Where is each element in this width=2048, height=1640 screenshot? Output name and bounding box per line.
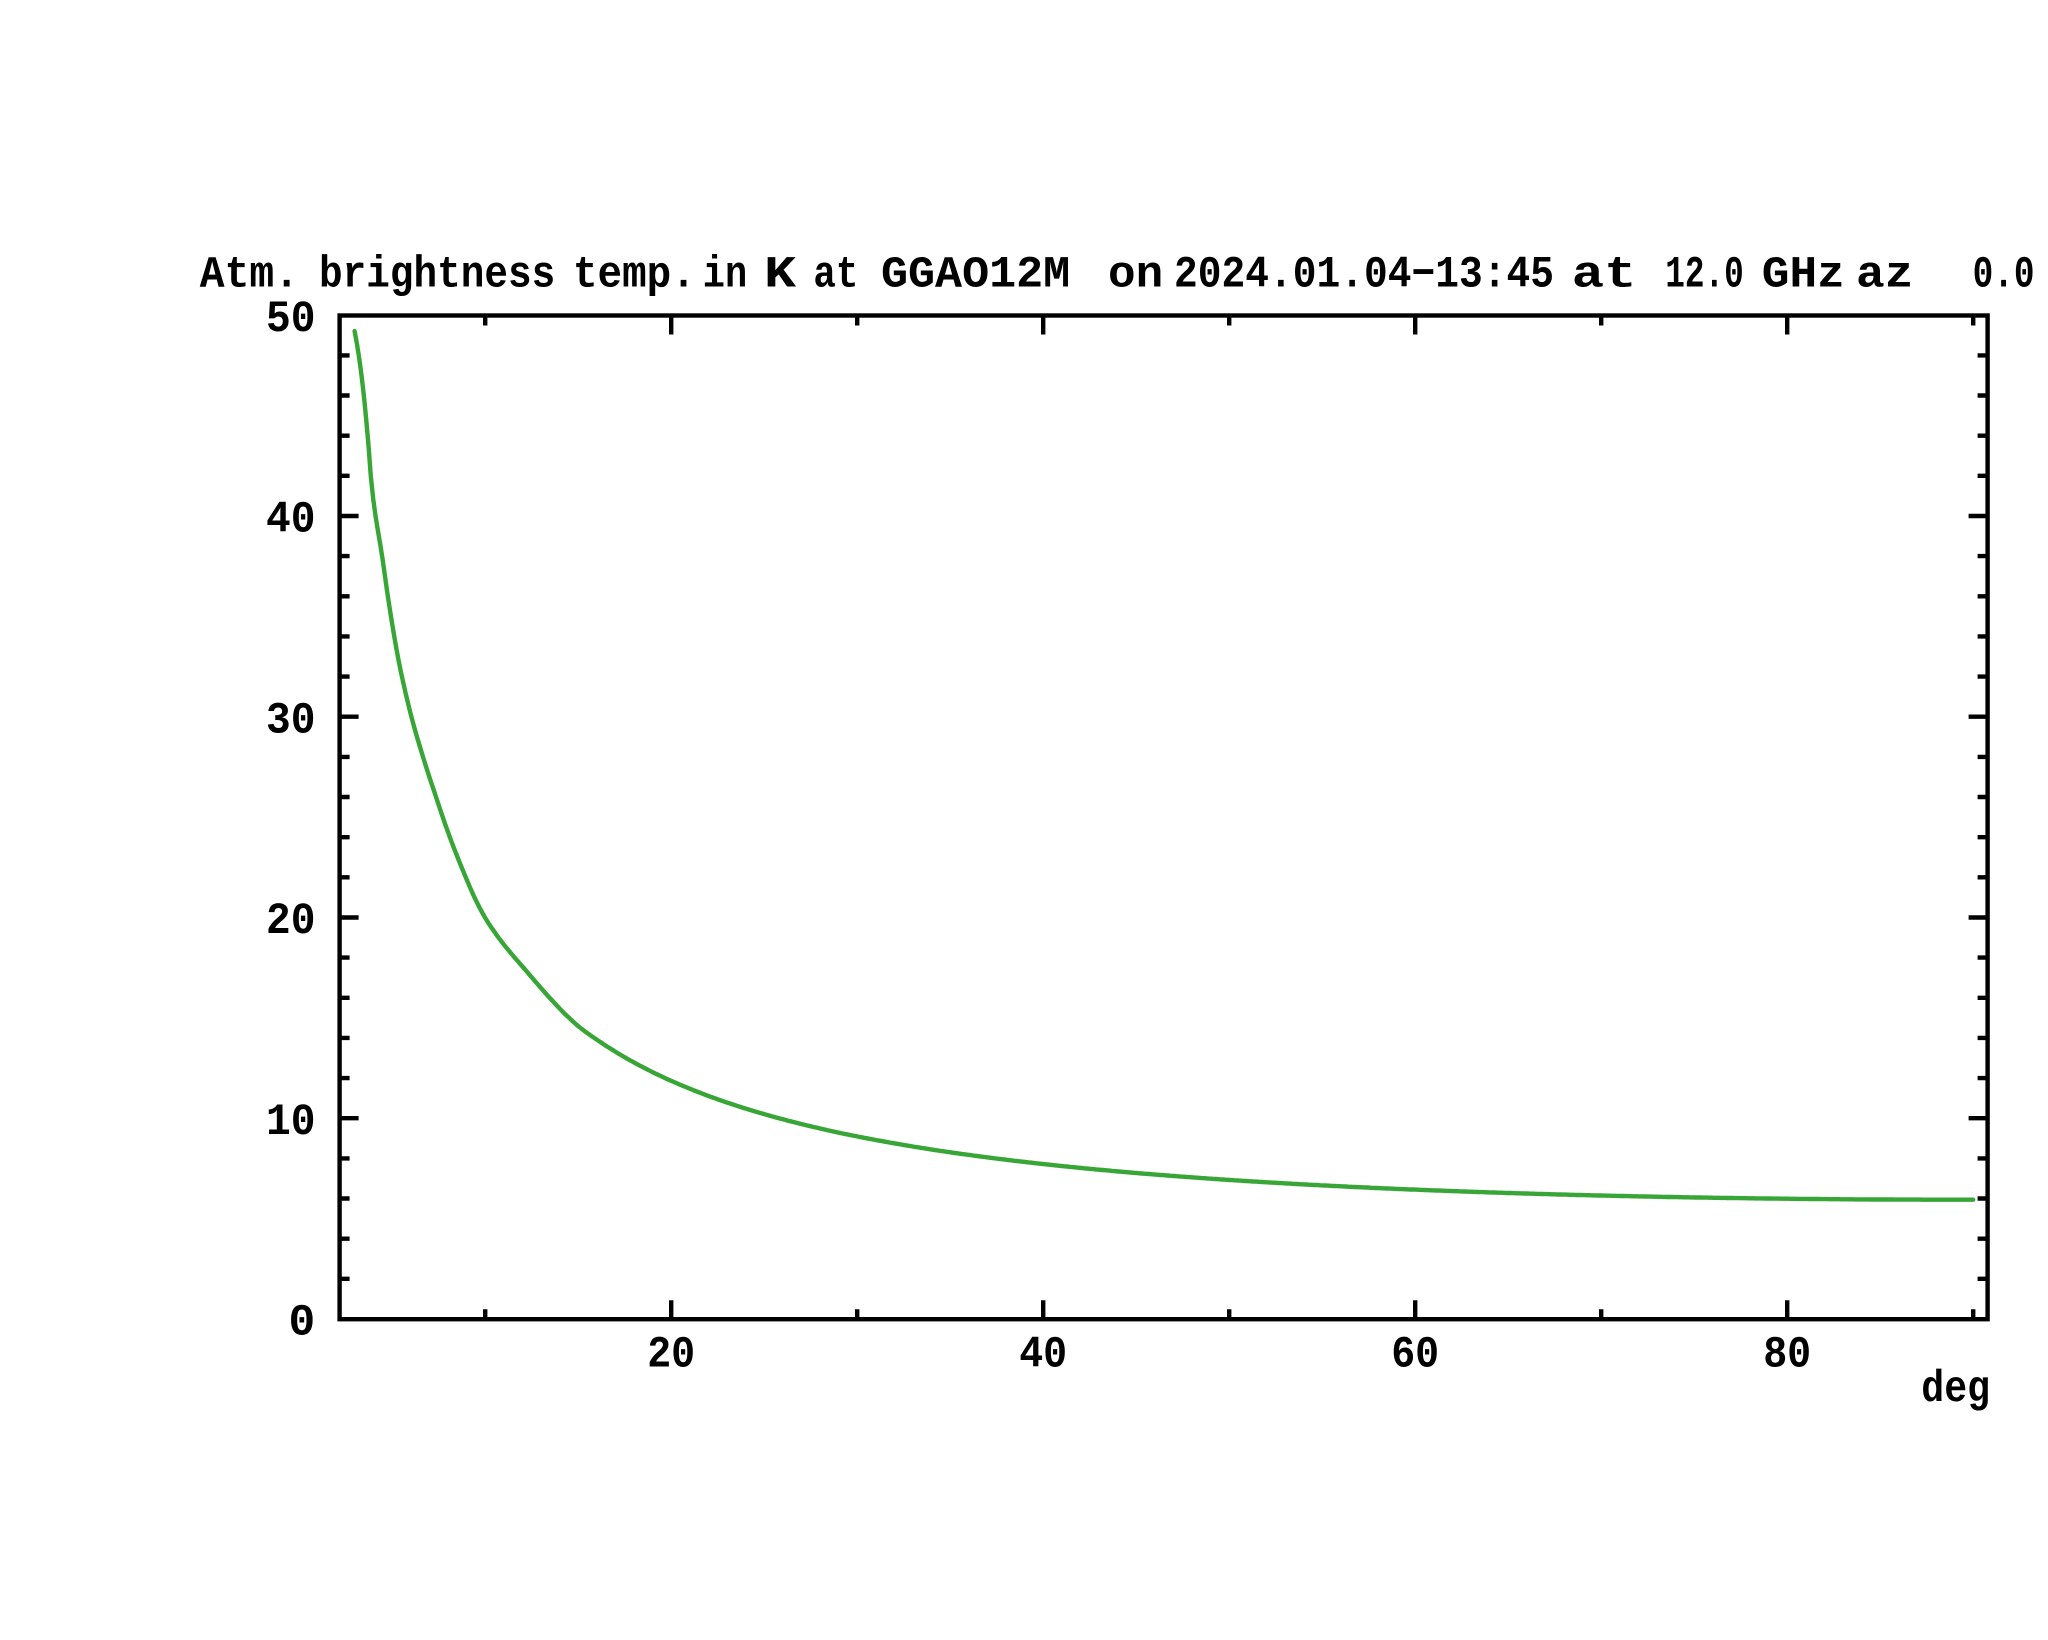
svg-text:az: az	[1856, 251, 1913, 301]
svg-text:30: 30	[266, 696, 316, 746]
svg-text:2024.01.04−13:45: 2024.01.04−13:45	[1174, 251, 1554, 301]
svg-text:at: at	[1572, 251, 1637, 301]
svg-text:on: on	[1108, 251, 1163, 301]
svg-text:deg: deg	[1921, 1365, 1990, 1415]
svg-text:10: 10	[266, 1098, 316, 1148]
svg-text:Atm.: Atm.	[200, 251, 299, 301]
svg-text:40: 40	[266, 496, 316, 546]
svg-text:40: 40	[1019, 1331, 1067, 1381]
svg-text:0: 0	[288, 1299, 315, 1349]
svg-text:80: 80	[1763, 1331, 1811, 1381]
svg-text:at: at	[813, 251, 858, 301]
svg-text:50: 50	[266, 295, 316, 345]
svg-text:20: 20	[647, 1331, 695, 1381]
svg-text:K: K	[764, 251, 796, 301]
svg-text:GGAO12M: GGAO12M	[881, 251, 1070, 301]
svg-text:brightness: brightness	[319, 251, 555, 301]
svg-text:20: 20	[266, 897, 316, 947]
svg-text:in: in	[703, 251, 747, 301]
svg-text:0.0: 0.0	[1973, 251, 2035, 301]
svg-text:temp.: temp.	[573, 251, 696, 301]
svg-text:12.0: 12.0	[1665, 251, 1744, 301]
svg-text:60: 60	[1391, 1331, 1439, 1381]
svg-text:GHz: GHz	[1762, 251, 1845, 301]
